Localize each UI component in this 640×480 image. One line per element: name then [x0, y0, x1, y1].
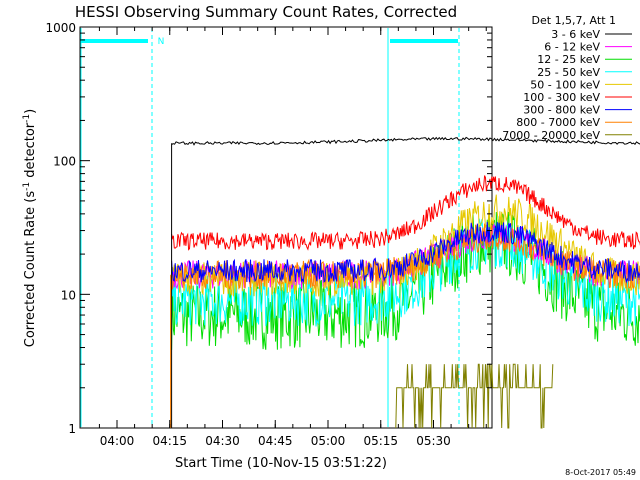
y-axis: 1 10 100 1000 [45, 21, 492, 436]
y-axis-label-sup1: -1 [22, 182, 32, 191]
y-axis-label: Corrected Count Rate (s-1 detector-1) [22, 109, 38, 347]
y-axis-label-mid: detector [23, 122, 38, 182]
x-tick-label: 04:45 [258, 434, 293, 448]
night-label: N [158, 37, 165, 47]
x-tick-label: 05:15 [363, 434, 398, 448]
y-axis-label-end: ) [23, 109, 38, 114]
y-tick-label: 1 [68, 422, 76, 436]
y-axis-label-main: Corrected Count Rate (s [23, 191, 38, 348]
legend-label-s6: 100 - 300 keV [523, 91, 600, 104]
chart-title: HESSI Observing Summary Count Rates, Cor… [75, 3, 457, 21]
x-tick-label: 05:00 [311, 434, 346, 448]
legend-label-s9: 7000 - 20000 keV [502, 129, 600, 142]
x-tick-label: 04:00 [100, 434, 135, 448]
x-tick-label: 04:30 [205, 434, 240, 448]
legend-label-s3: 12 - 25 keV [537, 53, 600, 66]
y-tick-label: 100 [53, 155, 76, 169]
legend-label-s7: 300 - 800 keV [523, 104, 600, 117]
x-axis-label: Start Time (10-Nov-15 03:51:22) [175, 456, 387, 471]
footer-date: 8-Oct-2017 05:49 [565, 468, 636, 477]
legend-label-s2: 6 - 12 keV [544, 41, 600, 54]
legend-label-s4: 25 - 50 keV [537, 66, 600, 79]
series-line-s6 [171, 175, 640, 251]
y-axis-label-sup2: -1 [22, 114, 32, 123]
series-line-s9 [395, 363, 554, 429]
legend-header: Det 1,5,7, Att 1 [532, 14, 616, 27]
series-line-s4 [171, 216, 640, 327]
series-line-s1 [171, 136, 640, 428]
legend-label-s1: 3 - 6 keV [551, 28, 600, 41]
y-tick-label: 1000 [45, 21, 76, 35]
y-tick-label: 10 [61, 288, 76, 302]
legend-label-s8: 800 - 7000 keV [516, 116, 600, 129]
series-line-s7 [171, 221, 640, 284]
legend-label-s5: 50 - 100 keV [530, 78, 600, 91]
series-layer [170, 136, 640, 429]
night-marker-layer: N [80, 28, 460, 427]
x-axis: 04:00 04:15 04:30 04:45 05:00 05:15 05:30 [98, 27, 487, 448]
x-tick-label: 04:15 [152, 434, 187, 448]
x-tick-label: 05:30 [416, 434, 451, 448]
